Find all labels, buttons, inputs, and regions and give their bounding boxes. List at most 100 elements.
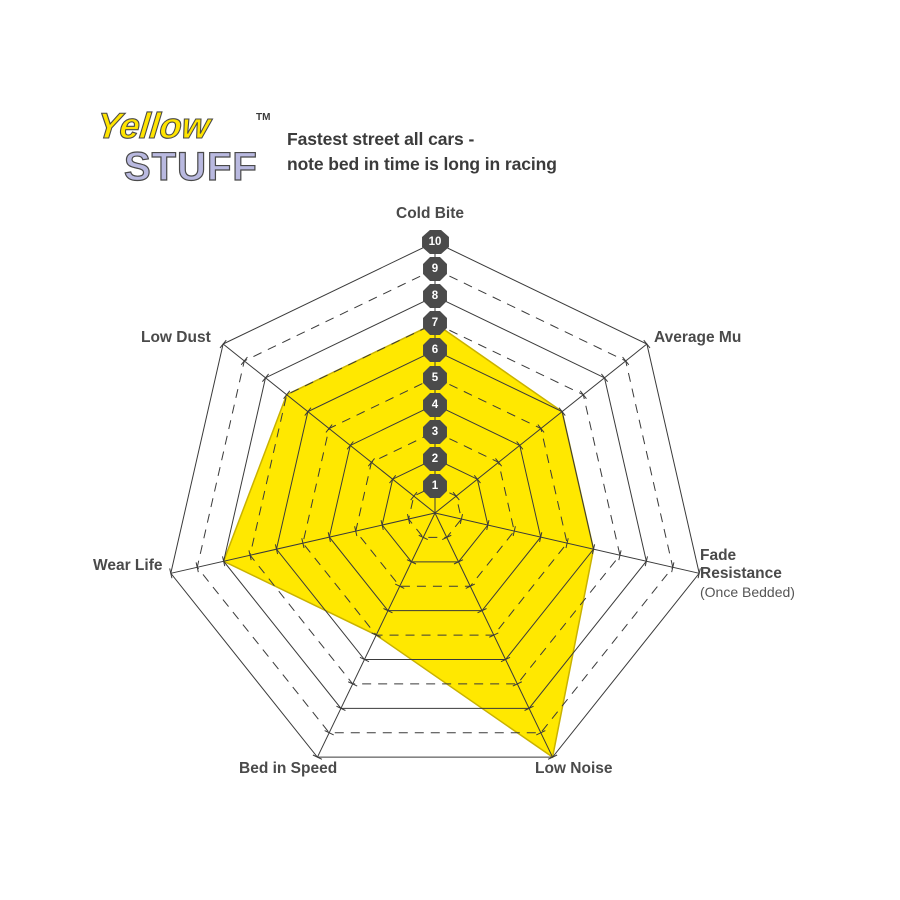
axis-tick-marks <box>169 241 701 760</box>
tick-mark <box>547 754 558 760</box>
tick-mark <box>643 339 651 349</box>
headline-line-1: Fastest street all cars - <box>287 129 475 149</box>
tick-mark <box>618 550 622 561</box>
tick-mark <box>565 538 569 549</box>
tick-mark <box>346 441 354 450</box>
grid-ring-8 <box>223 295 647 709</box>
tick-mark <box>283 390 291 399</box>
scale-badge-label: 9 <box>431 263 439 276</box>
badge-octagon-icon <box>423 284 447 309</box>
axis-sublabel-once-bedded: (Once Bedded) <box>700 583 795 600</box>
svg-text:Yellow: Yellow <box>96 105 214 146</box>
logo-word-yellow: Yellow <box>96 105 215 147</box>
tick-mark <box>516 441 524 450</box>
tick-mark <box>406 514 411 525</box>
tick-mark <box>671 562 675 573</box>
scale-badge-6: 6 <box>423 338 447 363</box>
scale-badge-4: 4 <box>423 392 447 417</box>
scale-badge-8: 8 <box>423 284 447 309</box>
tick-mark <box>383 608 393 614</box>
tick-mark <box>489 632 499 638</box>
scale-badge-label: 2 <box>431 452 439 465</box>
logo-word-stuff: STUFF <box>123 144 258 189</box>
axis-label-average-mu: Average Mu <box>654 329 742 346</box>
svg-text:STUFF: STUFF <box>124 145 258 189</box>
grid-ring-10 <box>170 241 700 758</box>
scale-badge-5: 5 <box>423 365 447 390</box>
scale-badge-3: 3 <box>423 419 447 444</box>
tick-mark <box>274 544 279 555</box>
tick-mark <box>477 608 487 614</box>
tick-mark <box>452 491 460 501</box>
tick-mark <box>539 532 543 543</box>
badge-octagon-icon <box>423 311 447 336</box>
tick-mark <box>453 559 464 565</box>
tick-mark <box>622 356 630 366</box>
tick-mark <box>537 424 545 433</box>
tick-mark <box>495 458 503 467</box>
tick-mark <box>473 474 481 484</box>
tick-mark <box>465 583 475 589</box>
scale-badge-10: 10 <box>421 230 449 254</box>
tick-mark <box>169 568 173 579</box>
grid-ring-7 <box>249 322 621 685</box>
tick-mark <box>558 407 566 416</box>
tick-mark <box>371 632 381 638</box>
headline: Fastest street all cars - note bed in ti… <box>287 127 707 178</box>
tick-mark <box>536 730 546 736</box>
badge-octagon-icon <box>423 446 447 471</box>
tick-mark <box>600 373 609 383</box>
scale-badge-label: 6 <box>431 344 439 357</box>
scale-badge-label: 10 <box>428 236 442 248</box>
badge-octagon-icon <box>421 230 449 254</box>
grid-ring-4 <box>328 404 542 612</box>
tick-mark <box>697 568 701 579</box>
axis-label-low-dust: Low Dust <box>141 329 211 346</box>
tick-mark <box>410 491 418 501</box>
headline-line-2: note bed in time is long in racing <box>287 154 557 175</box>
grid-ring-1 <box>408 485 462 538</box>
scale-badge-label: 4 <box>431 398 439 411</box>
tick-mark <box>500 656 511 663</box>
axis-label-low-noise: Low Noise <box>535 760 613 777</box>
tick-mark <box>486 520 490 531</box>
tick-mark <box>301 538 305 549</box>
tick-mark <box>512 681 523 687</box>
tick-mark <box>380 520 384 531</box>
grid-rings <box>170 241 700 758</box>
yellowstuff-logo: Yellow STUFF TM <box>96 100 271 192</box>
badge-octagon-icon <box>423 338 447 363</box>
tick-mark <box>389 474 397 484</box>
grid-ring-9 <box>196 268 674 734</box>
tick-mark <box>354 526 358 537</box>
badge-octagon-icon <box>423 257 447 282</box>
scale-badge-9: 9 <box>423 257 447 282</box>
trademark-mark: TM <box>256 112 270 123</box>
axis-label-cold-bite: Cold Bite <box>396 205 465 222</box>
scale-badge-label: 7 <box>431 317 439 330</box>
tick-mark <box>442 534 452 541</box>
badge-octagon-icon <box>423 473 447 498</box>
tick-mark <box>359 656 370 663</box>
tick-mark <box>367 458 375 467</box>
axis-label-wear-life: Wear Life <box>93 557 163 574</box>
tick-mark <box>336 705 346 711</box>
scale-badge-2: 2 <box>423 446 447 471</box>
tick-mark <box>222 556 226 567</box>
scale-badge-1: 1 <box>423 473 447 498</box>
tick-mark <box>248 550 252 561</box>
tick-mark <box>261 373 270 383</box>
tick-mark <box>324 730 334 736</box>
tick-mark <box>304 407 312 416</box>
axis-label-bed-in-speed: Bed in Speed <box>239 760 338 777</box>
tick-mark <box>347 681 358 687</box>
badge-octagon-icon <box>423 392 447 417</box>
scale-badge-label: 5 <box>431 371 439 384</box>
tick-mark <box>459 514 464 525</box>
tick-mark <box>219 339 227 349</box>
tick-mark <box>406 559 417 565</box>
tick-mark <box>644 556 648 567</box>
